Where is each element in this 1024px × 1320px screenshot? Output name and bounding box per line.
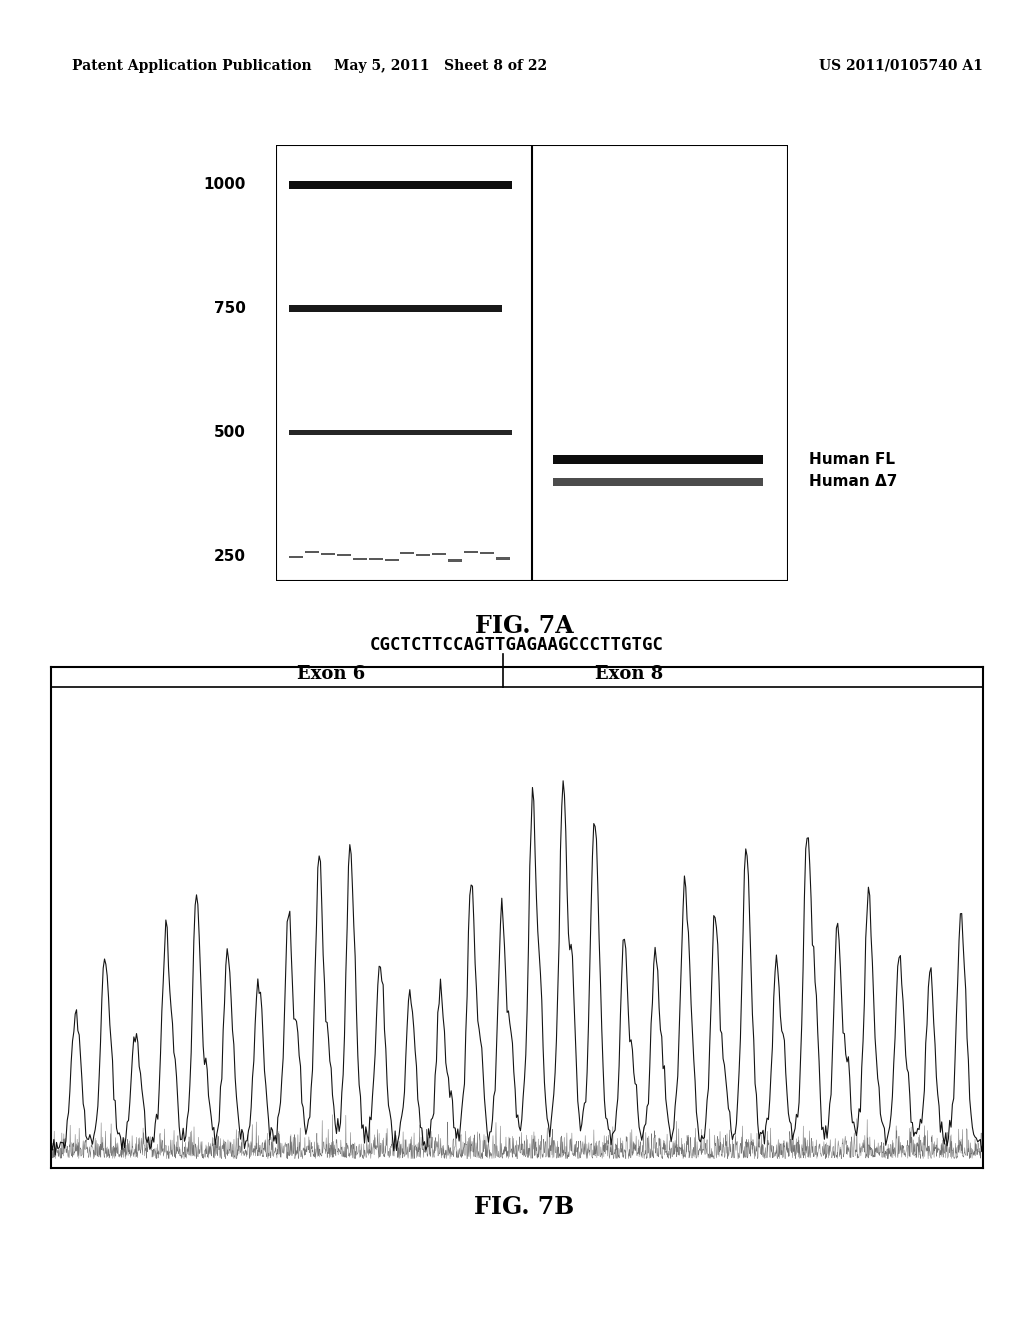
Bar (290, 181, 512, 189)
Bar (290, 556, 303, 558)
Bar (385, 558, 398, 561)
Text: FIG. 7A: FIG. 7A (475, 614, 573, 638)
Bar (553, 478, 763, 486)
Text: 250: 250 (214, 549, 246, 564)
Text: May 5, 2011   Sheet 8 of 22: May 5, 2011 Sheet 8 of 22 (334, 59, 547, 73)
Bar (432, 553, 446, 556)
Text: FIG. 7B: FIG. 7B (474, 1195, 574, 1218)
Bar (400, 552, 415, 554)
Text: CGCTCTTCCAGTTGAGAAGCCCTTGTGC: CGCTCTTCCAGTTGAGAAGCCCTTGTGC (370, 636, 665, 655)
Bar (553, 454, 763, 465)
Bar (496, 557, 510, 560)
Text: Patent Application Publication: Patent Application Publication (72, 59, 311, 73)
Text: Exon 8: Exon 8 (595, 665, 664, 684)
Bar (449, 560, 462, 561)
Bar (464, 550, 478, 553)
Text: 750: 750 (214, 301, 246, 315)
Text: Human FL: Human FL (809, 451, 895, 467)
Bar (337, 554, 351, 557)
Bar (290, 305, 502, 312)
Bar (479, 552, 494, 554)
Bar (322, 553, 335, 556)
Text: 500: 500 (214, 425, 246, 440)
Text: US 2011/0105740 A1: US 2011/0105740 A1 (819, 59, 983, 73)
Text: Exon 6: Exon 6 (297, 665, 365, 684)
Bar (416, 554, 430, 557)
Bar (369, 558, 383, 561)
Bar (305, 550, 319, 553)
Text: 1000: 1000 (204, 177, 246, 193)
Text: Human Δ7: Human Δ7 (809, 474, 897, 490)
Bar (352, 558, 367, 561)
Bar (290, 429, 512, 436)
